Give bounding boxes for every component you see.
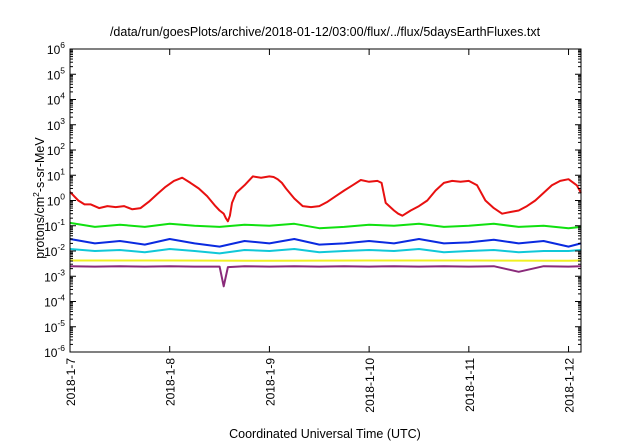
x-tick-label: 2018-1-10 — [363, 358, 377, 413]
y-tick-label: 101 — [47, 166, 65, 183]
y-tick-label: 10-6 — [44, 343, 65, 360]
y-axis-label-superscript: 2 — [31, 192, 41, 197]
y-tick-label: 10-2 — [44, 242, 65, 259]
x-tick-label: 2018-1-12 — [563, 358, 577, 413]
series-line-5 — [69, 265, 582, 288]
x-tick-label: 2018-1-9 — [263, 358, 277, 406]
x-tick-label: 2018-1-7 — [64, 358, 78, 406]
chart-title: /data/run/goesPlots/archive/2018-01-12/0… — [110, 25, 541, 39]
series-line-3 — [69, 248, 582, 255]
series-line-2 — [69, 238, 582, 248]
y-tick-label: 105 — [47, 65, 65, 82]
y-tick-label: 104 — [47, 91, 65, 108]
y-tick-label: 10-4 — [44, 293, 65, 310]
y-tick-label: 10-1 — [44, 217, 65, 234]
svg-text:protons/cm2-s-sr-MeV: protons/cm2-s-sr-MeV — [31, 137, 47, 259]
series-layer — [69, 175, 582, 288]
y-axis-label-text: protons/cm — [33, 197, 47, 259]
y-tick-label: 10-5 — [44, 318, 65, 335]
y-tick-label: 102 — [47, 141, 65, 158]
x-tick-label: 2018-1-8 — [164, 358, 178, 406]
y-tick-label: 100 — [47, 192, 65, 209]
x-axis-label: Coordinated Universal Time (UTC) — [229, 427, 421, 441]
plot-frame — [69, 48, 582, 353]
series-line-1 — [69, 221, 582, 230]
y-tick-label: 10-3 — [44, 267, 65, 284]
y-axis-label-units: -s-sr-MeV — [33, 137, 47, 193]
y-tick-label: 103 — [47, 116, 65, 133]
tick-layer: 10-6 10-5 10-4 10-3 10-2 10-1 100 101 102 103 104 1… — [44, 40, 581, 413]
y-tick-label: 106 — [47, 40, 65, 57]
y-axis-label: protons/cm2-s-sr-MeV — [31, 137, 47, 259]
x-tick-label: 2018-1-11 — [463, 358, 477, 412]
series-line-0 — [69, 175, 582, 223]
